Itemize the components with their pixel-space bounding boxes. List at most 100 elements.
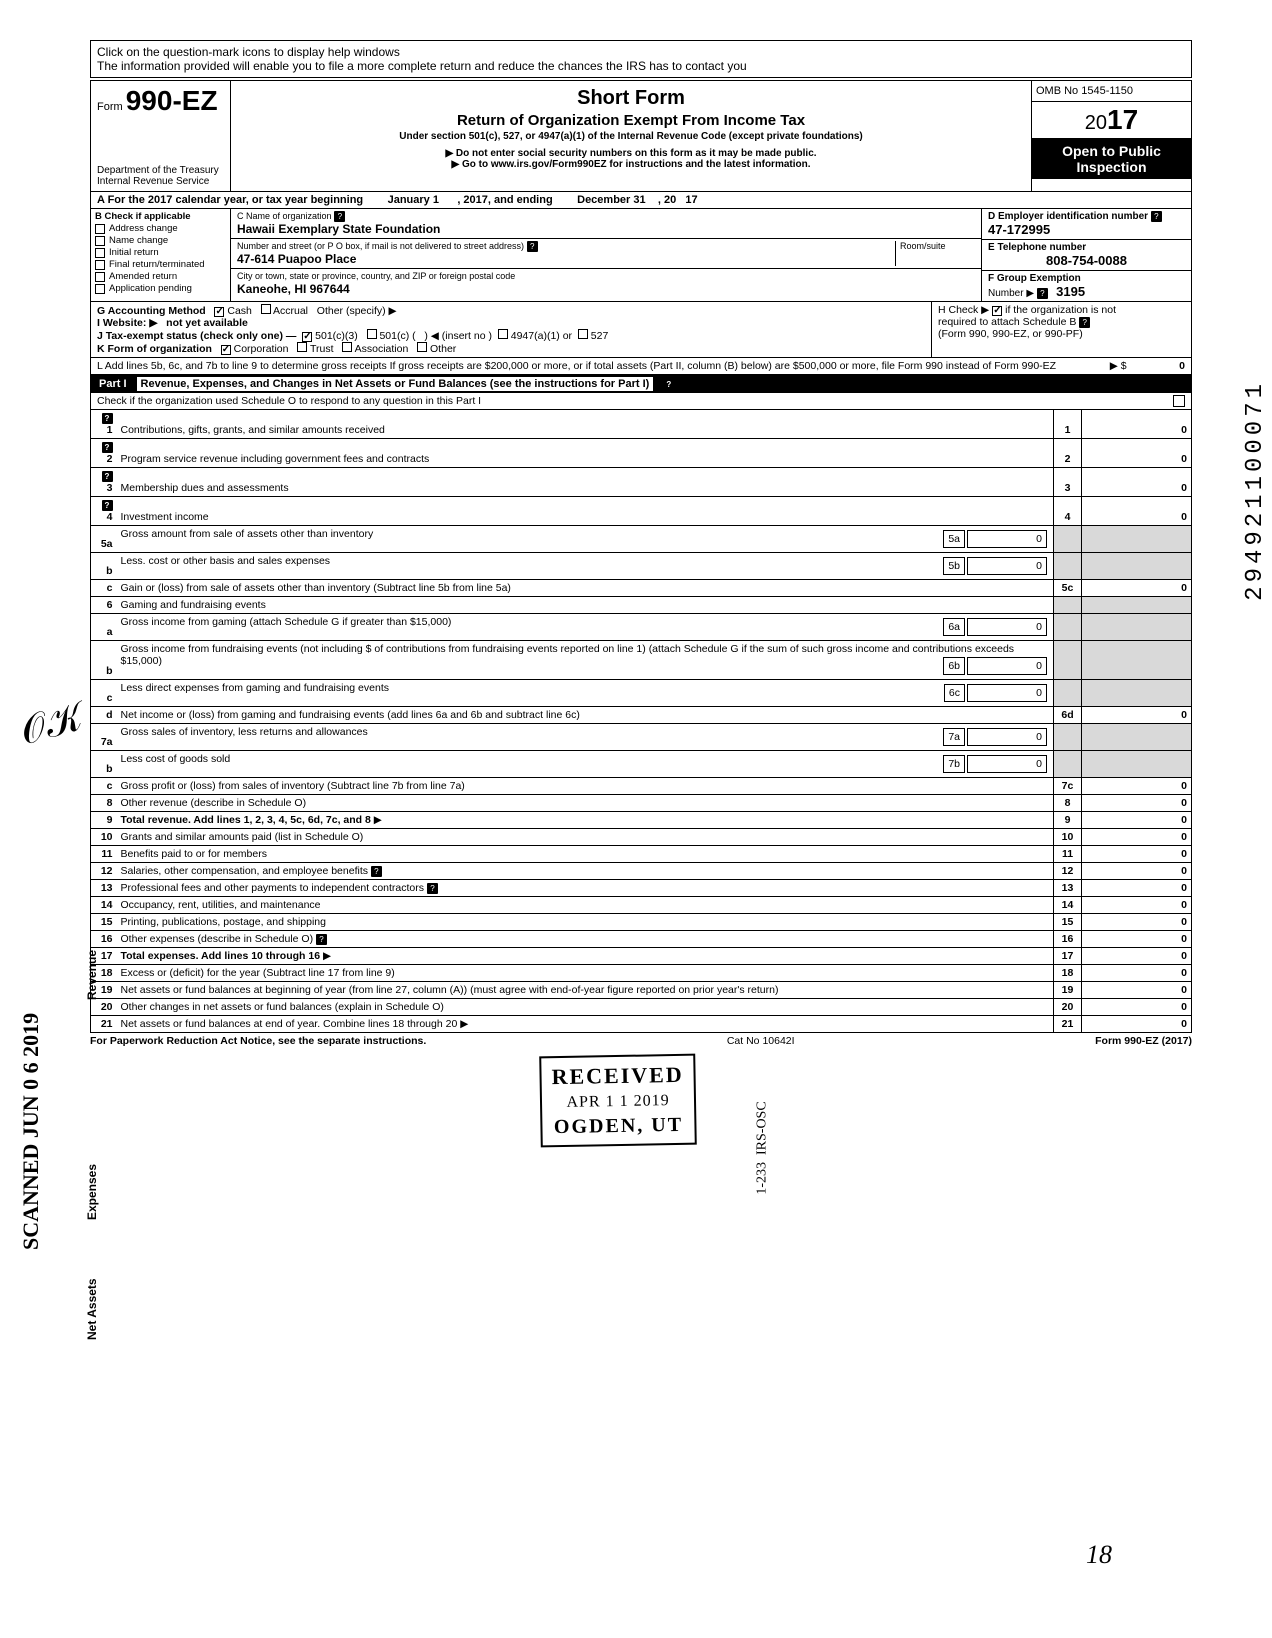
line-19-box: 19	[1054, 982, 1082, 999]
line-h-1: H Check ▶	[938, 304, 989, 316]
checkbox-name-change[interactable]	[95, 236, 105, 246]
checkbox-cash[interactable]	[214, 307, 224, 317]
room-label: Room/suite	[900, 241, 946, 251]
line-h-4: (Form 990, 990-EZ, or 990-PF)	[938, 328, 1083, 340]
irs-label: Internal Revenue Service	[97, 176, 224, 187]
line-5b-desc: Less. cost or other basis and sales expe…	[121, 555, 331, 567]
checkbox-501c3[interactable]	[302, 332, 312, 342]
line-16-box: 16	[1054, 931, 1082, 948]
checkbox-app-pending[interactable]	[95, 284, 105, 294]
help-icon[interactable]: ?	[1079, 317, 1090, 328]
checkbox-assoc[interactable]	[342, 342, 352, 352]
line-6a-num: a	[91, 614, 117, 641]
help-icon[interactable]: ?	[102, 413, 113, 424]
line-13-desc: Professional fees and other payments to …	[121, 882, 425, 894]
line-5a-num: 5a	[91, 526, 117, 553]
help-icon[interactable]: ?	[1037, 288, 1048, 299]
line-6c-num: c	[91, 680, 117, 707]
line-15-desc: Printing, publications, postage, and shi…	[117, 914, 1054, 931]
line-13-amt: 0	[1082, 880, 1192, 897]
checkbox-final-return[interactable]	[95, 260, 105, 270]
line-6-num: 6	[91, 597, 117, 614]
tax-year-begin: January 1	[388, 194, 439, 206]
tax-year: 2017	[1032, 102, 1191, 139]
group-exempt-label: F Group Exemption	[988, 273, 1081, 284]
checkbox-4947[interactable]	[498, 329, 508, 339]
form-number-value: 990-EZ	[126, 85, 218, 116]
help-icon[interactable]: ?	[527, 241, 538, 252]
section-de: D Employer identification number ? 47-17…	[981, 209, 1191, 301]
help-icon[interactable]: ?	[102, 500, 113, 511]
line-9-box: 9	[1054, 812, 1082, 829]
line-6d-desc: Net income or (loss) from gaming and fun…	[117, 707, 1054, 724]
checkbox-amended[interactable]	[95, 272, 105, 282]
line-a: A For the 2017 calendar year, or tax yea…	[90, 192, 1192, 209]
line-21-desc: Net assets or fund balances at end of ye…	[121, 1018, 458, 1030]
line-1-desc: Contributions, gifts, grants, and simila…	[117, 410, 1054, 439]
checkbox-h[interactable]	[992, 306, 1002, 316]
line-7a-box: 7a	[943, 728, 965, 746]
line-k-label: K Form of organization	[97, 343, 212, 355]
ein-label: D Employer identification number	[988, 211, 1148, 222]
checkbox-schedule-o[interactable]	[1173, 395, 1185, 407]
checkbox-other-org[interactable]	[417, 342, 427, 352]
checkbox-trust[interactable]	[297, 342, 307, 352]
line-1-num: 1	[107, 424, 113, 436]
help-icon[interactable]: ?	[371, 866, 382, 877]
stamp-location: OGDEN, UT	[552, 1114, 685, 1139]
line-9-num: 9	[91, 812, 117, 829]
line-10-num: 10	[91, 829, 117, 846]
line-6a-amt: 0	[967, 618, 1047, 636]
stamp-received: RECEIVED	[551, 1062, 684, 1090]
line-5b-amt: 0	[967, 557, 1047, 575]
line-5a-box: 5a	[943, 530, 965, 548]
footer-center: Cat No 10642I	[426, 1035, 1095, 1047]
help-line2: The information provided will enable you…	[97, 59, 747, 73]
checkbox-accrual[interactable]	[261, 304, 271, 314]
open-public-2: Inspection	[1076, 159, 1146, 175]
line-3-desc: Membership dues and assessments	[117, 468, 1054, 497]
501c-insert: ) ◀ (insert no )	[424, 330, 492, 342]
org-name-value: Hawaii Exemplary State Foundation	[237, 222, 440, 236]
line-20-desc: Other changes in net assets or fund bala…	[117, 999, 1054, 1016]
line-21-box: 21	[1054, 1016, 1082, 1033]
footer-left: For Paperwork Reduction Act Notice, see …	[90, 1035, 426, 1047]
help-icon[interactable]: ?	[102, 471, 113, 482]
line-20-box: 20	[1054, 999, 1082, 1016]
part1-check-line: Check if the organization used Schedule …	[90, 393, 1192, 410]
ein-value: 47-172995	[988, 222, 1050, 237]
help-icon[interactable]: ?	[427, 883, 438, 894]
line-13-num: 13	[91, 880, 117, 897]
trust-label: Trust	[310, 343, 334, 355]
line-4-desc: Investment income	[117, 497, 1054, 526]
help-icon[interactable]: ?	[663, 379, 674, 390]
help-line1: Click on the question-mark icons to disp…	[97, 45, 400, 59]
checkbox-527[interactable]	[578, 329, 588, 339]
line-2-amt: 0	[1082, 439, 1192, 468]
line-19-amt: 0	[1082, 982, 1192, 999]
checkbox-corp[interactable]	[221, 345, 231, 355]
line-5b-num: b	[91, 553, 117, 580]
help-icon[interactable]: ?	[102, 442, 113, 453]
line-17-amt: 0	[1082, 948, 1192, 965]
other-method-label: Other (specify) ▶	[317, 305, 397, 317]
checkbox-501c[interactable]	[367, 329, 377, 339]
line-2-box: 2	[1054, 439, 1082, 468]
line-11-num: 11	[91, 846, 117, 863]
line-11-desc: Benefits paid to or for members	[117, 846, 1054, 863]
help-icon[interactable]: ?	[316, 934, 327, 945]
dept-label: Department of the Treasury	[97, 165, 224, 176]
527-label: 527	[591, 330, 609, 342]
line-a-yrpre: , 20	[658, 194, 676, 206]
group-exempt-value: 3195	[1056, 284, 1085, 299]
line-6c-desc: Less direct expenses from gaming and fun…	[121, 682, 389, 694]
line-l-arrow: ▶ $	[1110, 360, 1127, 372]
help-icon[interactable]: ?	[334, 211, 345, 222]
help-icon[interactable]: ?	[1151, 211, 1162, 222]
checkbox-address-change[interactable]	[95, 224, 105, 234]
label-app-pending: Application pending	[109, 283, 192, 294]
line-g-label: G Accounting Method	[97, 305, 206, 317]
checkbox-initial-return[interactable]	[95, 248, 105, 258]
row-g-h: G Accounting Method Cash Accrual Other (…	[90, 302, 1192, 358]
addr-label: Number and street (or P O box, if mail i…	[237, 241, 524, 251]
